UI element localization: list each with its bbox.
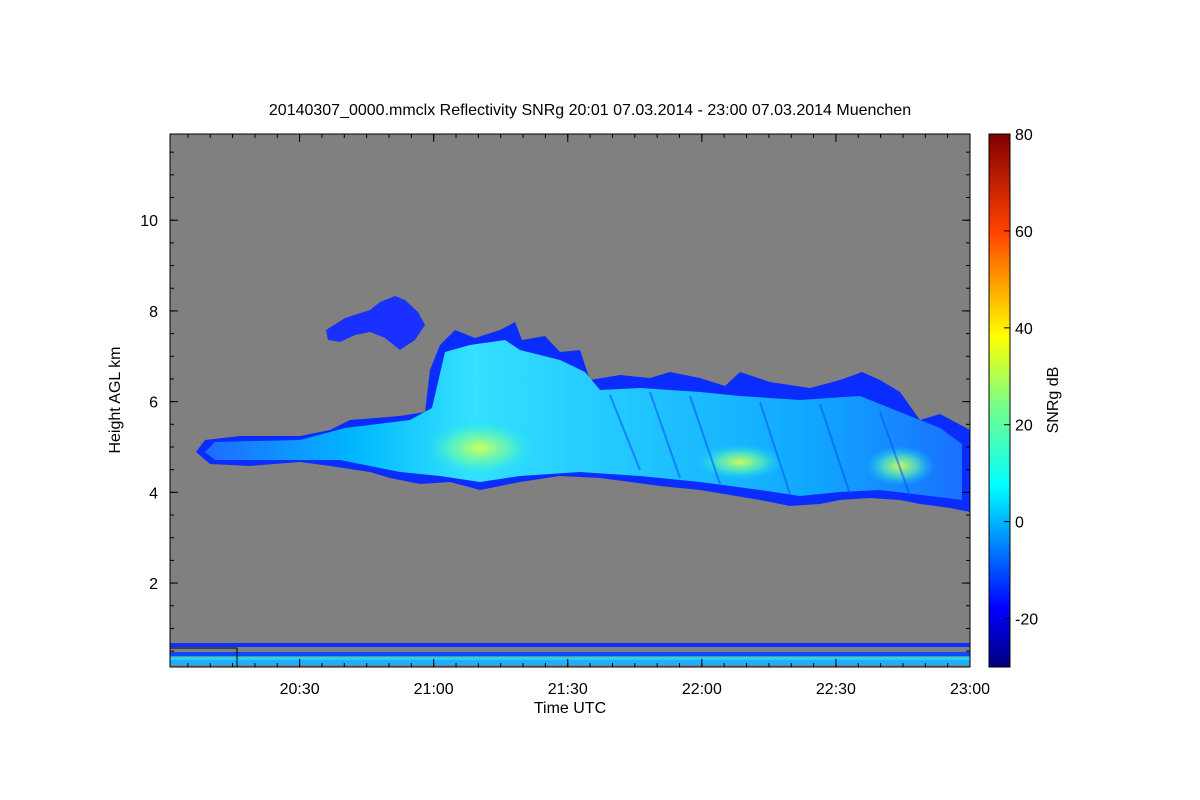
ground-band [170, 657, 970, 660]
x-tick-label: 23:00 [950, 681, 990, 698]
reflectivity-field [170, 296, 970, 667]
ground-band [170, 652, 970, 656]
colorbar-tick-label: 40 [1015, 321, 1033, 338]
ground-band [170, 643, 970, 647]
x-axis: 20:30 21:00 21:30 22:00 22:30 23:00 [187, 134, 990, 698]
y-tick-label: 4 [149, 485, 158, 502]
y-axis: 2 4 6 8 10 [140, 151, 970, 652]
colorbar-tick-label: 80 [1015, 127, 1033, 144]
cloud-core [695, 444, 785, 480]
y-tick-label: 10 [140, 213, 158, 230]
y-axis-label: Height AGL km [107, 346, 124, 453]
y-tick-label: 8 [149, 304, 158, 321]
colorbar-tick-label: -20 [1015, 612, 1038, 629]
colorbar-axis: -20 0 20 40 60 80 [1004, 127, 1038, 629]
fall-streaks [609, 391, 911, 497]
plot-frame [169, 133, 971, 668]
x-tick-label: 21:00 [414, 681, 454, 698]
colorbar-tick-label: 20 [1015, 418, 1033, 435]
x-tick-label: 22:00 [682, 681, 722, 698]
ground-inset-box [170, 647, 238, 667]
x-tick-label: 21:30 [548, 681, 588, 698]
ground-band [170, 660, 970, 665]
colorbar-tick-label: 60 [1015, 224, 1033, 241]
colorbar-label: SNRg dB [1045, 367, 1062, 434]
cloud-core [420, 418, 540, 478]
upper-patch [326, 296, 425, 350]
colorbar-tick-label: 0 [1015, 515, 1024, 532]
colorbar [988, 133, 1011, 668]
x-axis-label: Time UTC [534, 700, 606, 717]
x-tick-label: 22:30 [816, 681, 856, 698]
y-tick-label: 2 [149, 576, 158, 593]
x-tick-label: 20:30 [280, 681, 320, 698]
y-tick-label: 6 [149, 395, 158, 412]
chart-title: 20140307_0000.mmclx Reflectivity SNRg 20… [269, 102, 911, 119]
